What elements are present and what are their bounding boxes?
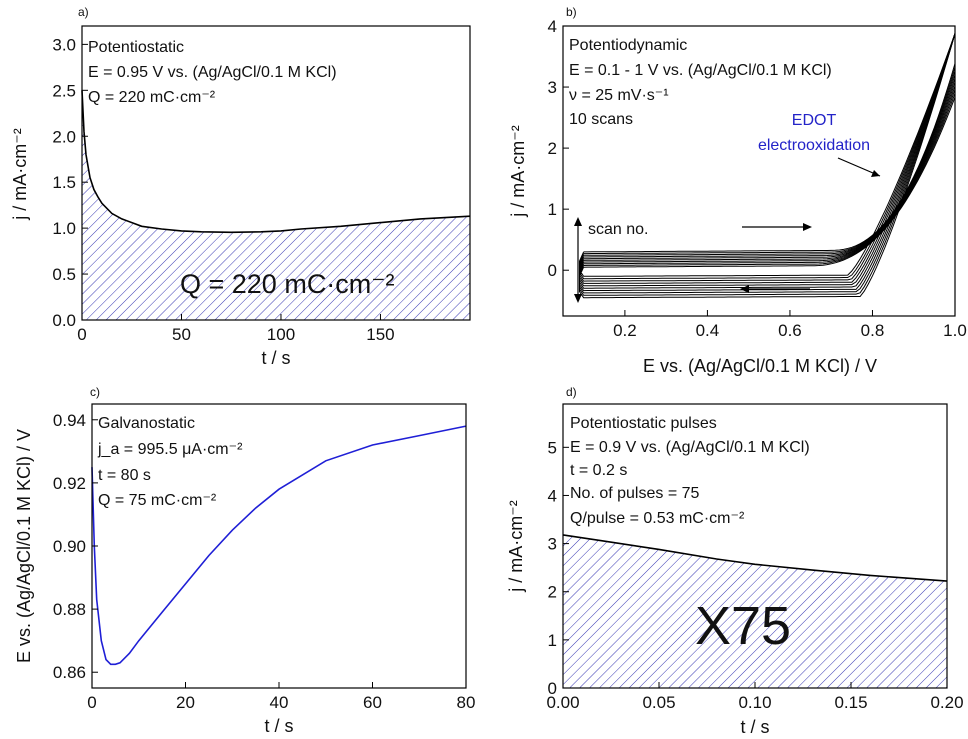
y-tick-label: 0.88	[53, 600, 86, 619]
x-tick-label: 0.4	[696, 321, 720, 340]
y-tick-label: 0.0	[52, 311, 76, 330]
y-tick-label: 3.0	[52, 35, 76, 54]
y-axis-label: E vs. (Ag/AgCl/0.1 M KCl) / V	[14, 429, 34, 663]
y-tick-label: 4	[548, 17, 557, 36]
y-tick-label: 0	[548, 679, 557, 698]
area-label: X75	[695, 596, 791, 656]
cv-scan-10	[579, 33, 956, 277]
y-axis-label: j / mA·cm⁻²	[506, 500, 526, 593]
pulse-current-curve	[562, 534, 948, 582]
x-axis-label: E vs. (Ag/AgCl/0.1 M KCl) / V	[643, 356, 877, 376]
y-tick-label: 3	[548, 535, 557, 554]
annotation-line-3: t = 0.2 s	[570, 462, 627, 479]
annotation-line-3: Q = 220 mC·cm⁻²	[88, 89, 216, 106]
y-axis-label: j / mA·cm⁻²	[10, 128, 30, 221]
annotation-text: Galvanostatic	[98, 415, 195, 432]
area-label: Q = 220 mC·cm⁻²	[180, 269, 395, 299]
scan-label: scan no.	[588, 221, 648, 238]
current-curve	[81, 90, 471, 234]
x-tick-label: 1.0	[943, 321, 967, 340]
y-tick-label: 0.92	[53, 474, 86, 493]
annotation-line-1: Potentiodynamic	[569, 37, 687, 54]
x-tick-label: 0.8	[861, 321, 885, 340]
annotation-line-1: Potentiostatic	[88, 39, 184, 56]
x-tick-label: 0	[77, 325, 86, 344]
chart-panel-a: a) 0 50 100 150 0.0 0.5 1.0 1.5 2.0 2.5 3.0 Potent…	[10, 5, 471, 368]
x-axis-label: t / s	[261, 348, 290, 368]
hatched-area	[563, 534, 947, 688]
x-tick-label: 40	[270, 693, 289, 712]
x-axis-label: t / s	[264, 716, 293, 736]
x-tick-label: 150	[366, 325, 394, 344]
annotation-line-3: ν = 25 mV·s⁻¹	[569, 87, 669, 104]
y-tick-label: 1	[548, 200, 557, 219]
y-tick-label: 1.5	[52, 173, 76, 192]
chart-panel-d: d) 0.00 0.05 0.10 0.15 0.20 0 1 2 3 4 5 Potentiost…	[506, 385, 964, 737]
annotation-line-4: 10 scans	[569, 111, 633, 128]
y-tick-label: 2.0	[52, 127, 76, 146]
y-tick-label: 1.0	[52, 219, 76, 238]
y-tick-label: 0.5	[52, 265, 76, 284]
callout-line-1: EDOT	[792, 112, 837, 129]
reverse-scan-arrowhead	[740, 285, 749, 293]
x-tick-label: 0.15	[834, 693, 867, 712]
x-tick-label: 0	[87, 693, 96, 712]
axis-ticks: 0 20 40 60 80 0.86 0.88 0.90 0.92 0.94	[53, 411, 476, 712]
chart-panel-c: c) 0 20 40 60 80 0.86 0.88 0.90 0.92 0.94 Galvano…	[14, 385, 475, 736]
annotation-line-1: Potentiostatic pulses	[570, 415, 717, 432]
annotation-line-2: E = 0.95 V vs. (Ag/AgCl/0.1 M KCl)	[88, 64, 337, 81]
plot-frame	[562, 25, 956, 317]
panel-label: a)	[78, 5, 89, 19]
y-tick-label: 1	[548, 631, 557, 650]
annotation-line-3: t = 80 s	[98, 467, 151, 484]
scan-arrowhead-down	[574, 294, 582, 303]
annotation-line-5: Q/pulse = 0.53 mC·cm⁻²	[570, 510, 745, 527]
y-tick-label: 2	[548, 139, 557, 158]
axis-ticks: 0.00 0.05 0.10 0.15 0.20 0 1 2 3 4 5	[546, 438, 963, 712]
cv-scans	[579, 33, 956, 299]
x-tick-label: 0.6	[778, 321, 802, 340]
panel-label: c)	[90, 385, 100, 399]
annotation-line-2: E = 0.9 V vs. (Ag/AgCl/0.1 M KCl)	[570, 439, 810, 456]
x-tick-label: 60	[363, 693, 382, 712]
y-tick-label: 4	[548, 486, 557, 505]
forward-scan-arrowhead	[803, 223, 812, 231]
annotation-line-2: E = 0.1 - 1 V vs. (Ag/AgCl/0.1 M KCl)	[569, 62, 832, 79]
y-tick-label: 0.90	[53, 537, 86, 556]
axis-ticks: 0 50 100 150 0.0 0.5 1.0 1.5 2.0 2.5 3.0	[52, 35, 394, 344]
annotation-line-1: Galvanostatic	[98, 415, 195, 432]
x-tick-label: 0.20	[930, 693, 963, 712]
x-tick-label: 50	[172, 325, 191, 344]
x-axis-label: t / s	[740, 717, 769, 737]
hatched-area	[82, 90, 470, 320]
callout-arrowhead	[871, 170, 880, 177]
plot-frame	[81, 25, 471, 321]
x-tick-label: 0.2	[613, 321, 637, 340]
y-tick-label: 2.5	[52, 81, 76, 100]
scan-arrowhead-up	[574, 217, 582, 226]
y-tick-label: 0.86	[53, 663, 86, 682]
annotation-line-2: j_a = 995.5 μA·cm⁻²	[97, 441, 243, 458]
x-tick-label: 20	[176, 693, 195, 712]
y-axis-label: j / mA·cm⁻²	[508, 125, 528, 218]
x-tick-label: 0.10	[738, 693, 771, 712]
callout-line-2: electrooxidation	[758, 137, 870, 154]
y-tick-label: 2	[548, 583, 557, 602]
y-tick-label: 5	[548, 438, 557, 457]
y-tick-label: 3	[548, 78, 557, 97]
x-tick-label: 0.05	[642, 693, 675, 712]
x-tick-label: 100	[267, 325, 295, 344]
x-tick-label: 0.00	[546, 693, 579, 712]
y-tick-label: 0	[548, 261, 557, 280]
potential-curve	[91, 425, 467, 666]
annotation-line-4: Q = 75 mC·cm⁻²	[98, 492, 217, 509]
annotation-line-4: No. of pulses = 75	[570, 485, 700, 502]
axis-ticks: 0.2 0.4 0.6 0.8 1.0 0 1 2 3 4	[548, 17, 967, 340]
y-tick-label: 0.94	[53, 411, 86, 430]
x-tick-label: 80	[457, 693, 476, 712]
panel-label: d)	[566, 385, 577, 399]
panel-label: b)	[566, 5, 577, 19]
